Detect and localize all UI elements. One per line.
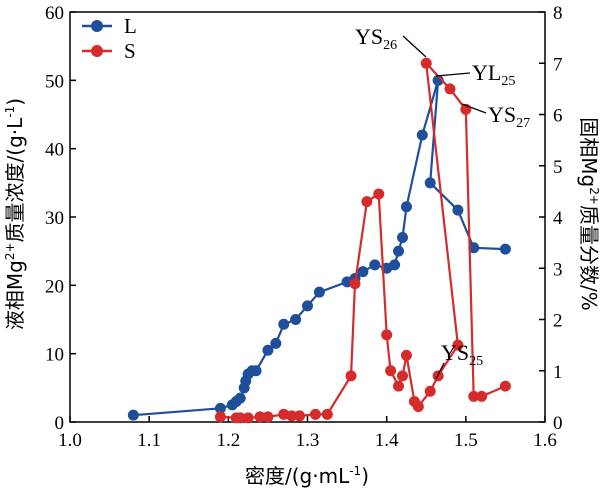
data-point-L [452,204,464,216]
data-point-S [385,365,397,377]
data-point-S [424,385,436,397]
data-point-S [309,408,321,420]
y-tick-label: 40 [45,140,64,161]
data-point-L [127,409,139,421]
y2-tick-label: 5 [553,157,563,178]
x-tick-label: 1.4 [375,430,399,451]
data-point-S [286,410,298,422]
data-point-S [420,57,432,69]
legend-label: L [124,14,137,38]
data-point-S [345,370,357,382]
data-point-S [468,390,480,402]
y-tick-label: 50 [45,71,64,92]
data-point-S [397,370,408,382]
data-point-L [214,402,226,414]
data-point-L [313,286,325,298]
data-point-L [290,314,302,325]
data-point-L [270,337,282,349]
legend-swatch-marker [91,45,103,57]
annotation-leader [461,103,487,114]
x-tick-label: 1.5 [454,430,478,451]
x-tick-label: 1.0 [58,430,82,451]
data-point-S [214,411,226,423]
y2-tick-label: 2 [553,311,563,332]
y2-tick-label: 8 [553,3,563,24]
y2-tick-label: 7 [553,54,563,75]
legend-label: S [124,39,136,63]
y2-tick-label: 6 [553,106,563,127]
data-point-S [262,411,274,423]
data-point-L [302,300,313,312]
annotations: YS26 YL25 YS27 YS25 [355,24,530,380]
y-tick-label: 0 [55,413,65,434]
data-point-S [361,196,373,208]
y2-tick-label: 3 [553,259,563,280]
y2-tick-label: 0 [553,413,563,434]
data-point-L [234,392,246,404]
annotation-label: YL25 [472,60,515,89]
data-point-S [400,349,412,361]
data-point-S [393,380,405,392]
y-tick-label: 20 [45,276,64,297]
legend-item-S: S [82,39,136,63]
x-tick-label: 1.2 [216,430,240,451]
y-axis-title: 液相Mg2+质量浓度/(g·L-1) [3,98,27,330]
x-tick-label: 1.6 [533,430,557,451]
annotation-label: YS26 [355,24,397,53]
x-tick-label: 1.1 [137,430,161,451]
annotation-leader [402,35,427,58]
data-point-L [278,318,290,330]
data-point-L [400,201,412,213]
x-tick-label: 1.3 [296,430,320,451]
axis-ticks: 1.0 1.1 1.2 1.3 1.4 1.5 1.60102030405060012345… [45,3,563,451]
x-axis-title: 密度/(g·mL-1) [245,464,369,488]
y-tick-label: 10 [45,345,64,366]
data-point-S [242,412,254,424]
legend-swatch-marker [91,20,103,32]
data-point-L [416,129,428,141]
data-point-S [373,188,385,200]
data-point-L [357,266,369,278]
data-point-S [349,278,361,290]
y-tick-label: 30 [45,208,64,229]
series-L [127,74,511,421]
annotation-leader [435,72,471,77]
data-point-L [262,344,274,356]
data-point-L [369,259,381,271]
data-point-S [476,390,488,402]
legend: LS [82,14,137,63]
legend-item-L: L [82,14,137,38]
data-point-S [452,339,464,351]
data-point-L [389,259,401,271]
data-point-L [250,365,262,377]
y2-axis-title: 固相Mg2+质量分数/% [577,117,600,310]
annotation-label: YS25 [441,340,483,369]
data-point-L [393,245,405,257]
y-tick-label: 60 [45,3,64,24]
y2-tick-label: 4 [553,208,563,229]
data-point-S [381,329,393,341]
data-point-L [397,232,408,243]
data-point-S [444,83,456,95]
y2-tick-label: 1 [553,362,563,383]
data-point-S [499,380,511,392]
data-point-S [412,401,424,413]
data-point-S [234,412,246,424]
data-point-L [499,243,511,255]
series-layer [127,57,511,424]
data-point-S [321,408,333,420]
annotation-leader [435,362,445,380]
data-point-L [424,177,436,189]
data-point-L [468,242,480,254]
data-point-S [294,410,306,422]
annotation-label: YS27 [488,102,530,131]
data-point-S [254,411,266,423]
series-S [214,57,511,424]
